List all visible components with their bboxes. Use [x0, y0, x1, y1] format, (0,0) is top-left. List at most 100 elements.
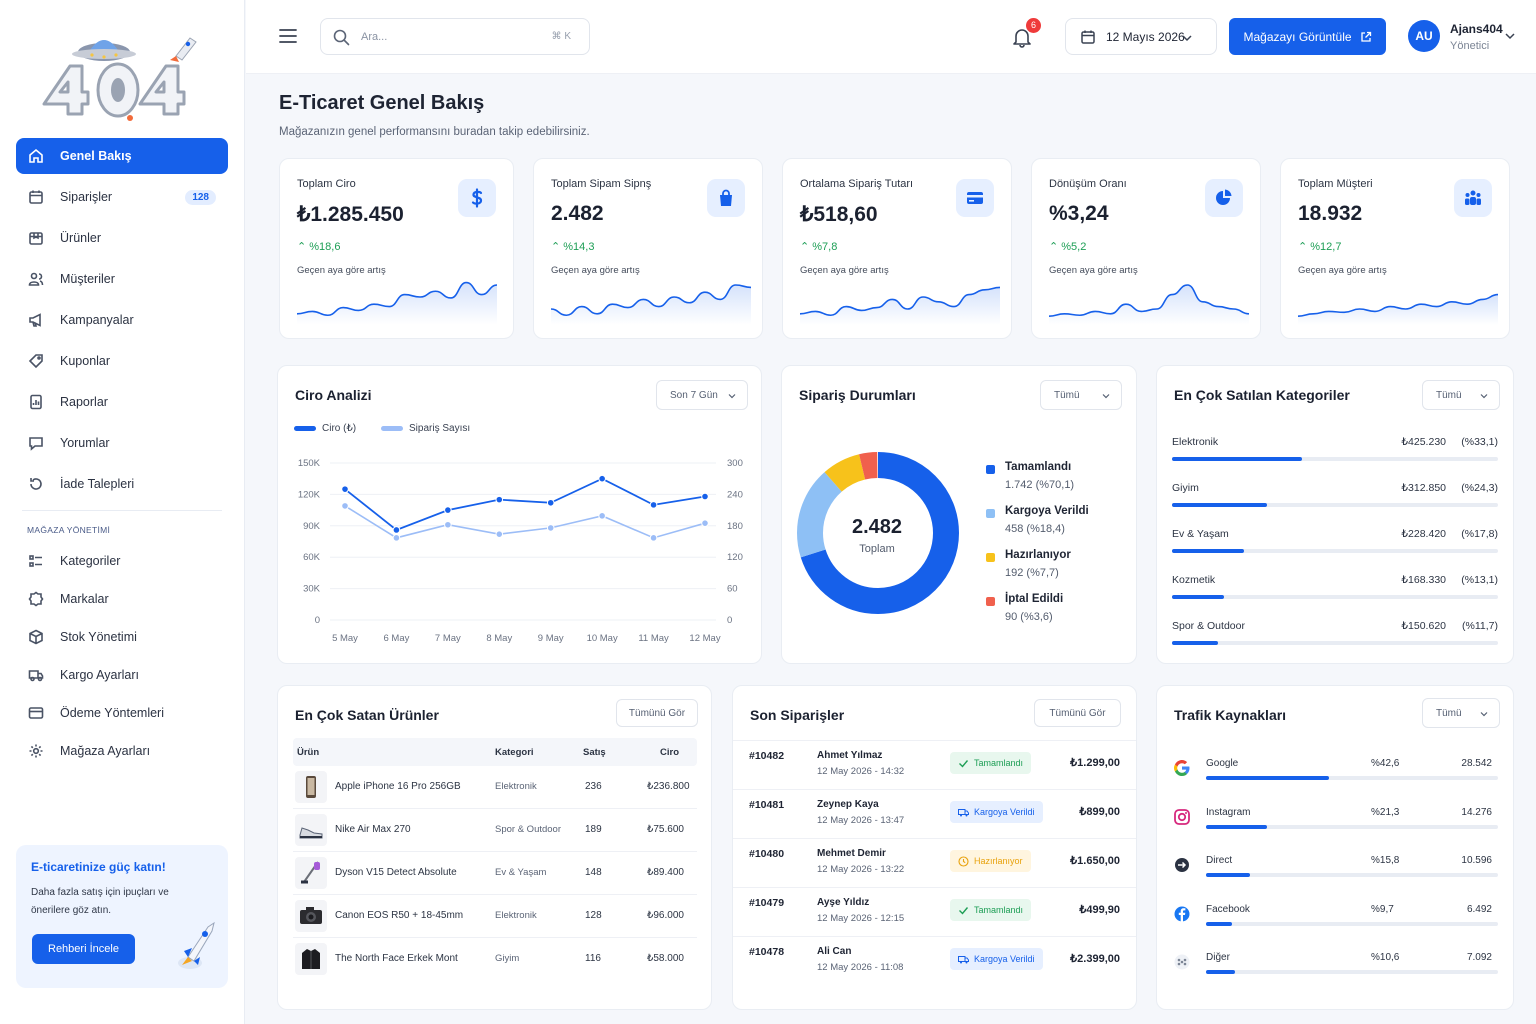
traffic-row: Instagram %21,3 14.276 — [1172, 799, 1498, 839]
table-row[interactable]: The North Face Erkek Mont Giyim 116 ₺58.… — [293, 938, 697, 981]
traffic-bar-track — [1206, 776, 1498, 780]
order-row[interactable]: #10480 Mehmet Demir 12 May 2026 - 13:22 … — [733, 839, 1136, 888]
table-row[interactable]: Apple iPhone 16 Pro 256GB Elektronik 236… — [293, 766, 697, 809]
other-icon — [1174, 954, 1190, 970]
sparkline-area — [1298, 294, 1498, 325]
category-filter-select[interactable]: Tümü — [1422, 380, 1500, 410]
table-row[interactable]: Nike Air Max 270 Spor & Outdoor 189 ₺75.… — [293, 809, 697, 852]
return-icon — [30, 478, 42, 490]
traffic-filter-select[interactable]: Tümü — [1422, 698, 1500, 728]
chevron-down-icon[interactable] — [1505, 31, 1515, 41]
order-row[interactable]: #10479 Ayşe Yıldız 12 May 2026 - 12:15 T… — [733, 888, 1136, 937]
search-input[interactable]: Ara... ⌘ K — [320, 18, 590, 55]
sparkline-line — [297, 281, 497, 317]
x-tick-label: 11 May — [638, 633, 669, 644]
order-row[interactable]: #10481 Zeynep Kaya 12 May 2026 - 13:47 K… — [733, 790, 1136, 839]
view-store-button[interactable]: Mağazayı Görüntüle — [1229, 18, 1386, 55]
column-header: Kategori — [495, 747, 534, 758]
nav-item-payments[interactable]: Ödeme Yöntemleri — [16, 695, 228, 731]
traffic-source-percent: %10,6 — [1371, 952, 1400, 963]
product-category: Elektronik — [495, 781, 537, 792]
traffic-source-value: 6.492 — [1466, 904, 1492, 915]
data-point — [649, 501, 658, 509]
nav-item-reviews[interactable]: Yorumlar — [16, 425, 228, 461]
order-status-card: Sipariş Durumları Tümü 2.482 Toplam Tama… — [781, 365, 1137, 664]
sparkline-line — [551, 284, 751, 317]
user-name[interactable]: Ajans404 — [1450, 22, 1503, 36]
nav-item-customers[interactable]: Müşteriler — [16, 261, 228, 297]
order-row[interactable]: #10482 Ahmet Yılmaz 12 May 2026 - 14:32 … — [733, 741, 1136, 790]
avatar[interactable]: AU — [1408, 20, 1440, 52]
guide-button[interactable]: Rehberi İncele — [32, 934, 135, 964]
legend-swatch — [986, 597, 995, 606]
y-right-tick-label: 180 — [727, 521, 743, 532]
order-date: 12 May 2026 - 12:15 — [817, 913, 905, 924]
kpi-card-avg-order: Ortalama Sipariş Tutarı ₺518,60 ⌃ %7,8 G… — [782, 158, 1012, 339]
status-name: Tamamlandı — [1005, 461, 1072, 473]
category-name: Kozmetik — [1172, 574, 1216, 586]
product-name: Nike Air Max 270 — [335, 824, 411, 835]
card-title: En Çok Satan Ürünler — [295, 707, 439, 723]
order-id: #10478 — [749, 946, 785, 958]
traffic-source-name: Google — [1206, 758, 1239, 769]
view-all-products-button[interactable]: Tümünü Gör — [616, 699, 698, 727]
logo-404[interactable] — [36, 26, 206, 126]
kpi-note: Geçen aya göre artış — [297, 265, 386, 276]
instagram-icon — [1174, 809, 1190, 825]
order-date: 12 May 2026 - 13:47 — [817, 815, 905, 826]
legend-label: Sipariş Sayısı — [409, 423, 471, 434]
nav-item-shipping[interactable]: Kargo Ayarları — [16, 657, 228, 693]
traffic-row: Direct %15,8 10.596 — [1172, 847, 1498, 887]
view-all-orders-button[interactable]: Tümünü Gör — [1034, 699, 1121, 727]
kpi-value: 18.932 — [1298, 202, 1363, 225]
nav-item-brands[interactable]: Markalar — [16, 581, 228, 617]
calendar-icon — [1081, 30, 1095, 44]
nav-label: Yorumlar — [60, 436, 110, 450]
sparkline-area — [297, 282, 497, 325]
product-name: Apple iPhone 16 Pro 256GB — [335, 781, 461, 792]
category-percent: (%33,1) — [1461, 436, 1498, 448]
nav-item-store-settings[interactable]: Mağaza Ayarları — [16, 733, 228, 769]
nav-item-categories[interactable]: Kategoriler — [16, 543, 228, 579]
legend-item-revenue: Ciro (₺) — [294, 423, 356, 434]
status-filter-select[interactable]: Tümü — [1040, 380, 1122, 410]
date-picker[interactable]: 12 Mayıs 2026 — [1065, 18, 1217, 55]
nav-item-orders[interactable]: Siparişler 128 — [16, 179, 228, 215]
bell-icon[interactable] — [1012, 26, 1032, 48]
nav-item-stock[interactable]: Stok Yönetimi — [16, 619, 228, 655]
hamburger-menu-icon[interactable] — [279, 28, 297, 44]
store-nav: Kategoriler Markalar Stok Yönetimi Kargo… — [16, 543, 228, 769]
traffic-row: Google %42,6 28.542 — [1172, 750, 1498, 790]
product-thumbnail — [295, 943, 327, 975]
data-point — [444, 520, 452, 529]
nav-label: Kampanyalar — [60, 313, 134, 327]
category-percent: (%24,3) — [1461, 482, 1498, 494]
nav-item-campaigns[interactable]: Kampanyalar — [16, 302, 228, 338]
product-category: Spor & Outdoor — [495, 824, 562, 835]
table-row[interactable]: Canon EOS R50 + 18-45mm Elektronik 128 ₺… — [293, 895, 697, 938]
piechart-icon — [1216, 189, 1232, 205]
clock-icon — [958, 855, 969, 867]
legend-swatch — [986, 553, 995, 562]
status-value: 1.742 (%70,1) — [1005, 479, 1075, 491]
nav-item-coupons[interactable]: Kuponlar — [16, 343, 228, 379]
product-thumbnail — [295, 900, 327, 932]
y-left-tick-label: 150K — [298, 458, 321, 469]
product-revenue: ₺75.600 — [647, 824, 684, 835]
kpi-value: %3,24 — [1049, 202, 1109, 225]
nav-label: Raporlar — [60, 395, 108, 409]
table-row[interactable]: Dyson V15 Detect Absolute Ev & Yaşam 148… — [293, 852, 697, 895]
period-select[interactable]: Son 7 Gün — [656, 380, 748, 410]
nav-item-reports[interactable]: Raporlar — [16, 384, 228, 420]
kpi-change-value: %5,2 — [1061, 241, 1087, 253]
gear-icon — [29, 744, 43, 758]
sparkline — [800, 286, 1000, 325]
kpi-label: Toplam Ciro — [297, 178, 356, 190]
nav-item-overview[interactable]: Genel Bakış — [16, 138, 228, 174]
nav-item-products[interactable]: Ürünler — [16, 220, 228, 256]
nav-section-title: MAĞAZA YÖNETİMİ — [27, 525, 111, 535]
kpi-value: ₺518,60 — [800, 203, 878, 226]
product-thumbnail — [295, 814, 327, 846]
order-row[interactable]: #10478 Ali Can 12 May 2026 - 11:08 Kargo… — [733, 937, 1136, 986]
nav-item-returns[interactable]: İade Talepleri — [16, 466, 228, 502]
